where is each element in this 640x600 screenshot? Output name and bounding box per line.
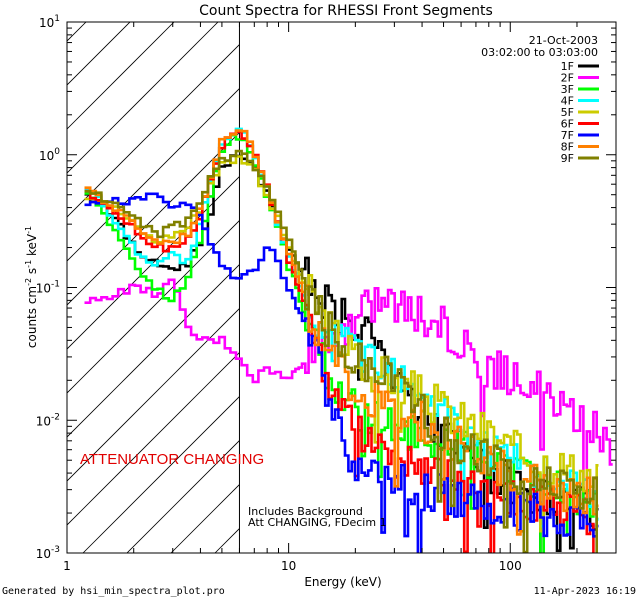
series-group [84, 127, 613, 553]
y-axis-ticks [67, 27, 616, 554]
y-tick-exponent: -1 [51, 280, 60, 290]
attenuator-note: Att CHANGING, FDecim 1 [248, 516, 387, 529]
y-axis-label-main: counts cm [25, 286, 39, 348]
legend-label-9F: 9F [561, 152, 574, 165]
series-line-9F [84, 149, 598, 553]
legend-label-1F: 1F [561, 60, 574, 73]
legend-label-5F: 5F [561, 106, 574, 119]
hatch-line [0, 0, 111, 553]
hatch-line [67, 22, 219, 174]
series-line-2F [84, 278, 613, 500]
y-tick-mantissa: 10 [36, 414, 51, 428]
hatch-line [67, 307, 240, 482]
attenuator-changing-annotation: ATTENUATOR CHANGING [80, 451, 264, 468]
y-axis-label-sup2: -1 [24, 260, 33, 268]
chart-title: Count Spectra for RHESSI Front Segments [199, 3, 493, 19]
x-tick-labels: 10 100 [281, 559, 522, 573]
background-note: Includes Background [248, 505, 363, 518]
y-tick-exponent: -3 [51, 545, 60, 555]
attenuator-hatch-region [0, 0, 240, 553]
hatch-line [67, 43, 240, 218]
y-tick-mantissa: 10 [39, 16, 54, 30]
hatch-line [67, 22, 175, 130]
y-axis-label-sup1: -2 [24, 278, 33, 286]
hatch-line [126, 439, 240, 553]
series-line-7F [84, 192, 599, 553]
hatch-line [67, 131, 240, 306]
date-label: 21-Oct-2003 [529, 34, 598, 47]
y-tick-exponent: -2 [51, 412, 60, 422]
y-axis-label-end: keV [25, 233, 39, 260]
y-tick-mantissa: 10 [39, 149, 54, 163]
hatch-line [67, 175, 240, 350]
x-tick-label-1: 1 [63, 559, 71, 573]
legend-label-7F: 7F [561, 129, 574, 142]
legend-label-3F: 3F [561, 83, 574, 96]
hatch-line [67, 219, 240, 394]
legend-label-2F: 2F [561, 72, 574, 85]
y-tick-label: 100 [39, 147, 60, 163]
hatch-line [82, 395, 240, 553]
y-tick-label: 101 [39, 14, 60, 30]
legend-label-4F: 4F [561, 95, 574, 108]
legend-label-6F: 6F [561, 118, 574, 131]
time-range-label: 03:02:00 to 03:03:00 [481, 46, 598, 59]
hatch-line [67, 263, 240, 438]
y-axis-label: counts cm-2 s-1 keV-1 [24, 226, 39, 348]
y-tick-label: 10-2 [36, 412, 60, 428]
hatch-line [67, 22, 131, 86]
generated-by-footer: Generated by hsi_min_spectra_plot.pro [2, 586, 225, 597]
y-tick-exponent: 0 [54, 147, 60, 157]
x-axis-ticks [66, 22, 617, 553]
legend-label-8F: 8F [561, 141, 574, 154]
y-axis-label-mid: s [25, 268, 39, 278]
hatch-line [67, 87, 240, 262]
x-tick-label: 100 [499, 559, 522, 573]
y-axis-label-sup3: -1 [24, 226, 33, 234]
x-axis-label: Energy (keV) [304, 575, 381, 589]
y-tick-label: 10-1 [36, 280, 60, 296]
y-tick-label: 10-3 [36, 545, 60, 561]
y-tick-exponent: 1 [54, 14, 60, 24]
y-tick-mantissa: 10 [36, 547, 51, 561]
y-tick-mantissa: 10 [36, 282, 51, 296]
hatch-line [67, 351, 240, 526]
timestamp-footer: 11-Apr-2023 16:19 [534, 586, 636, 597]
x-tick-label: 10 [281, 559, 296, 573]
